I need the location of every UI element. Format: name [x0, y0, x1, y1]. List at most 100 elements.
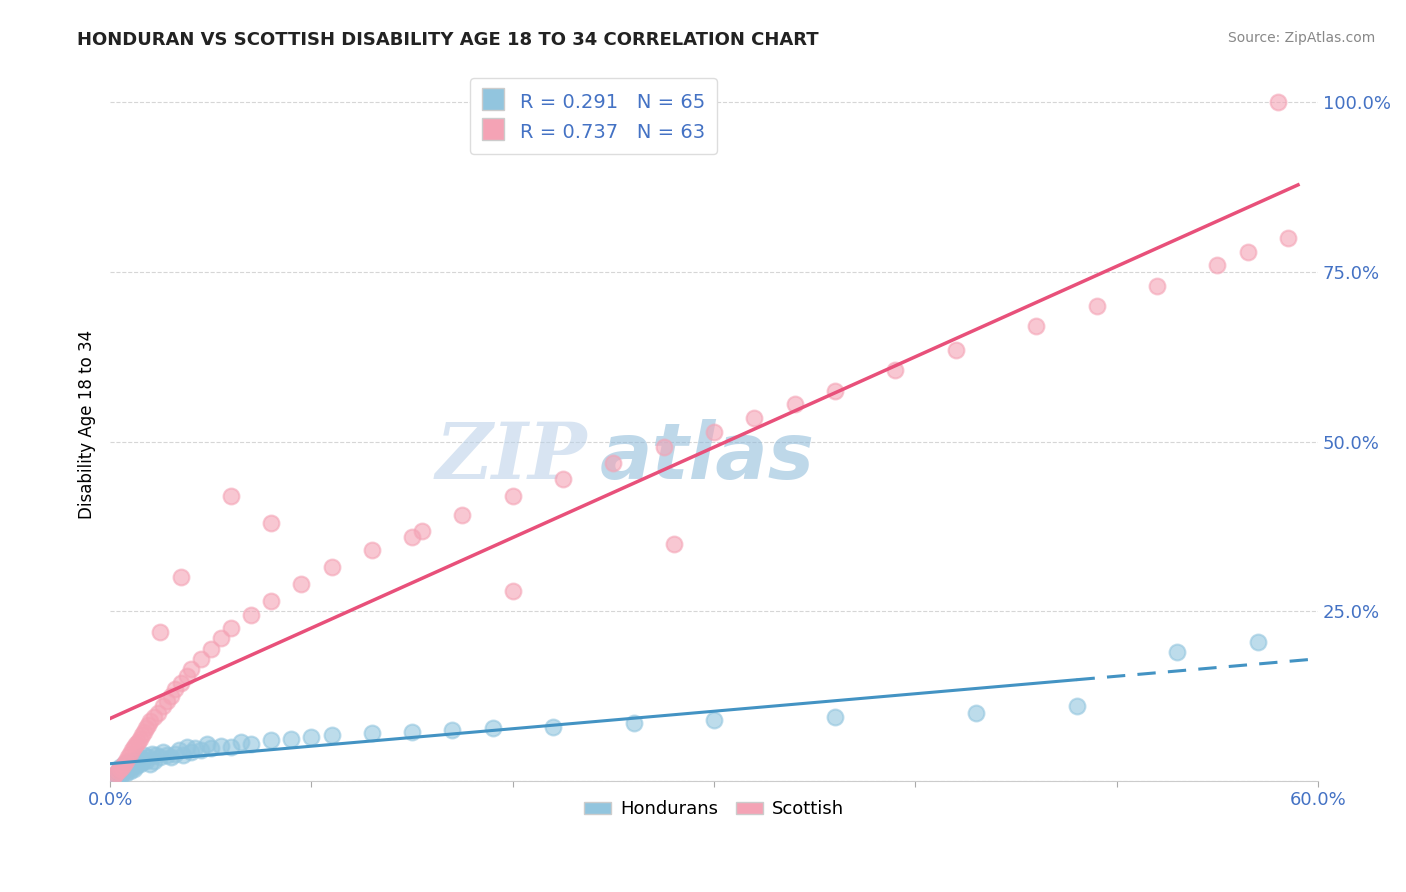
Text: ZIP: ZIP — [436, 418, 588, 495]
Point — [117, 762, 139, 776]
Point — [131, 728, 153, 742]
Point — [321, 728, 343, 742]
Point — [965, 706, 987, 720]
Point — [169, 570, 191, 584]
Point — [115, 759, 138, 773]
Point — [111, 767, 134, 781]
Point — [662, 536, 685, 550]
Point — [149, 624, 172, 639]
Point — [131, 755, 153, 769]
Point — [152, 699, 174, 714]
Legend: Hondurans, Scottish: Hondurans, Scottish — [576, 793, 852, 825]
Point — [219, 740, 242, 755]
Point — [602, 457, 624, 471]
Point — [139, 757, 162, 772]
Point — [121, 754, 143, 768]
Point — [125, 759, 148, 773]
Point — [541, 720, 564, 734]
Point — [134, 748, 156, 763]
Point — [884, 363, 907, 377]
Point — [120, 757, 142, 772]
Point — [139, 714, 162, 729]
Point — [195, 737, 218, 751]
Point — [190, 652, 212, 666]
Point — [143, 754, 166, 768]
Point — [219, 489, 242, 503]
Point — [1267, 95, 1289, 110]
Point — [135, 754, 157, 768]
Point — [134, 725, 156, 739]
Point — [103, 768, 125, 782]
Point — [502, 584, 524, 599]
Point — [1085, 299, 1108, 313]
Point — [138, 718, 160, 732]
Point — [1247, 635, 1270, 649]
Point — [411, 524, 433, 539]
Point — [115, 754, 138, 768]
Point — [155, 748, 177, 763]
Point — [121, 743, 143, 757]
Point — [110, 762, 132, 776]
Point — [115, 765, 138, 780]
Point — [135, 721, 157, 735]
Point — [145, 748, 167, 763]
Point — [703, 425, 725, 439]
Point — [120, 764, 142, 778]
Point — [200, 741, 222, 756]
Point — [138, 750, 160, 764]
Point — [219, 621, 242, 635]
Point — [783, 397, 806, 411]
Point — [361, 726, 384, 740]
Point — [129, 750, 152, 764]
Point — [180, 662, 202, 676]
Point — [111, 760, 134, 774]
Point — [301, 730, 323, 744]
Point — [401, 725, 423, 739]
Point — [152, 746, 174, 760]
Point — [209, 632, 232, 646]
Point — [107, 764, 129, 778]
Point — [148, 706, 170, 720]
Point — [361, 543, 384, 558]
Point — [553, 472, 575, 486]
Point — [127, 752, 149, 766]
Point — [260, 733, 283, 747]
Point — [401, 530, 423, 544]
Point — [141, 747, 163, 761]
Point — [280, 731, 302, 746]
Point — [200, 641, 222, 656]
Point — [110, 765, 132, 780]
Point — [652, 440, 675, 454]
Point — [129, 757, 152, 772]
Point — [172, 748, 194, 763]
Text: atlas: atlas — [599, 419, 814, 495]
Point — [1166, 645, 1188, 659]
Point — [117, 750, 139, 764]
Point — [240, 607, 263, 622]
Point — [155, 694, 177, 708]
Point — [111, 762, 134, 776]
Point — [1146, 278, 1168, 293]
Point — [1206, 258, 1229, 272]
Point — [623, 716, 645, 731]
Point — [502, 489, 524, 503]
Point — [129, 731, 152, 746]
Point — [1236, 244, 1258, 259]
Point — [110, 760, 132, 774]
Point — [107, 768, 129, 782]
Point — [321, 560, 343, 574]
Point — [112, 764, 135, 778]
Point — [163, 682, 186, 697]
Point — [159, 689, 181, 703]
Point — [112, 757, 135, 772]
Point — [105, 767, 128, 781]
Point — [260, 594, 283, 608]
Point — [121, 760, 143, 774]
Point — [1025, 319, 1047, 334]
Point — [703, 713, 725, 727]
Point — [1066, 699, 1088, 714]
Point — [167, 743, 190, 757]
Point — [159, 750, 181, 764]
Point — [190, 743, 212, 757]
Point — [143, 709, 166, 723]
